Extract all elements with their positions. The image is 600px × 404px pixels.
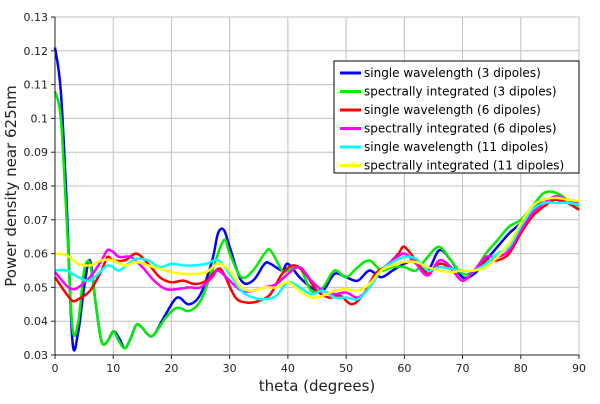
- legend-label: single wavelength (3 dipoles): [364, 66, 541, 80]
- y-tick-label: 0.11: [24, 79, 49, 92]
- series-lines: [53, 47, 580, 352]
- axes: 0 10 20 30 40 50 60 70 80 90 0.03 0.04 0.05 0.06 0.07 0…: [24, 11, 587, 375]
- x-tick-label: 50: [339, 362, 353, 375]
- legend-label: spectrally integrated (11 dipoles): [364, 159, 564, 173]
- x-axis-label: theta (degrees): [259, 377, 376, 395]
- x-tick-label: 80: [514, 362, 528, 375]
- x-tick-label: 70: [456, 362, 470, 375]
- y-axis-label: Power density near 625nm: [2, 85, 20, 287]
- x-tick-label: 20: [164, 362, 178, 375]
- x-tick-label: 90: [572, 362, 586, 375]
- legend: single wavelength (3 dipoles) spectrally …: [333, 60, 580, 174]
- x-tick-label: 30: [223, 362, 237, 375]
- legend-label: single wavelength (11 dipoles): [364, 140, 548, 154]
- y-tick-label: 0.09: [24, 146, 49, 159]
- series-line-5: [54, 201, 580, 301]
- x-tick-label: 0: [52, 362, 59, 375]
- legend-box: [333, 60, 580, 174]
- x-tick-label: 60: [397, 362, 411, 375]
- y-tick-label: 0.05: [24, 281, 49, 294]
- legend-label: spectrally integrated (3 dipoles): [364, 85, 557, 99]
- y-tick-label: 0.07: [24, 214, 49, 227]
- y-tick-label: 0.1: [31, 112, 49, 125]
- y-tick-label: 0.08: [24, 180, 49, 193]
- y-tick-label: 0.03: [24, 349, 49, 362]
- legend-label: spectrally integrated (6 dipoles): [364, 122, 557, 136]
- y-tick-label: 0.12: [24, 45, 49, 58]
- legend-label: single wavelength (6 dipoles): [364, 103, 541, 117]
- series-line-6: [54, 196, 580, 300]
- y-tick-label: 0.13: [24, 11, 49, 24]
- x-tick-label: 40: [281, 362, 295, 375]
- series-line-4: [54, 194, 580, 299]
- x-tick-label: 10: [106, 362, 120, 375]
- y-tick-label: 0.06: [24, 248, 49, 261]
- y-tick-label: 0.04: [24, 315, 49, 328]
